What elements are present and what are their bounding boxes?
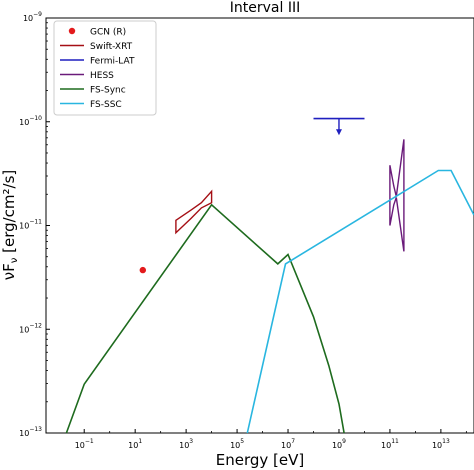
series-line-fs-ssc xyxy=(246,169,474,434)
x-tick-label: 10−1 xyxy=(75,438,94,450)
series-band-swift-xrt xyxy=(175,189,213,235)
series-layer xyxy=(65,117,474,434)
upper-limit-arrowhead-fermi-lat xyxy=(335,129,342,136)
y-axis-label: νFν [erg/cm²/s] xyxy=(0,170,20,281)
x-tick-label: 1011 xyxy=(381,438,399,450)
chart-title: Interval III xyxy=(230,0,300,16)
y-tick-label: 10−13 xyxy=(19,426,42,438)
x-tick-label: 105 xyxy=(230,438,244,450)
y-axis-label-unit: [erg/cm²/s] xyxy=(0,170,18,258)
y-tick-label: 10−9 xyxy=(23,11,42,23)
x-axis-label: Energy [eV] xyxy=(216,451,304,469)
y-tick-label: 10−11 xyxy=(19,219,42,231)
series-line-fs-sync xyxy=(65,203,345,434)
x-tick-label: 107 xyxy=(281,438,295,450)
legend-box xyxy=(53,20,157,116)
legend-label-fermi-lat: Fermi-LAT xyxy=(90,57,135,67)
y-axis-label-sub: ν xyxy=(9,257,20,263)
series-point-gcn-r xyxy=(139,266,147,274)
legend: GCN (R) Swift-XRT Fermi-LAT HESS FS-Sync FS-S… xyxy=(53,20,157,116)
y-tick-label: 10−12 xyxy=(19,322,42,334)
y-axis-label-main: νF xyxy=(0,263,18,280)
x-tick-label: 1013 xyxy=(432,438,450,450)
legend-label-hess: HESS xyxy=(90,71,114,81)
legend-label-swift-xrt: Swift-XRT xyxy=(90,42,133,52)
y-tick-label: 10−10 xyxy=(19,115,42,127)
x-tick-label: 109 xyxy=(332,438,346,450)
legend-label-gcn-r: GCN (R) xyxy=(90,28,126,38)
legend-label-fs-ssc: FS-SSC xyxy=(90,100,122,110)
legend-marker-gcn-r xyxy=(68,27,76,35)
x-tick-label: 101 xyxy=(128,438,142,450)
legend-label-fs-sync: FS-Sync xyxy=(90,86,126,96)
legend-items: GCN (R) Swift-XRT Fermi-LAT HESS FS-Sync FS-S… xyxy=(60,27,135,110)
series-band-hess xyxy=(389,139,405,252)
x-tick-label: 103 xyxy=(179,438,193,450)
